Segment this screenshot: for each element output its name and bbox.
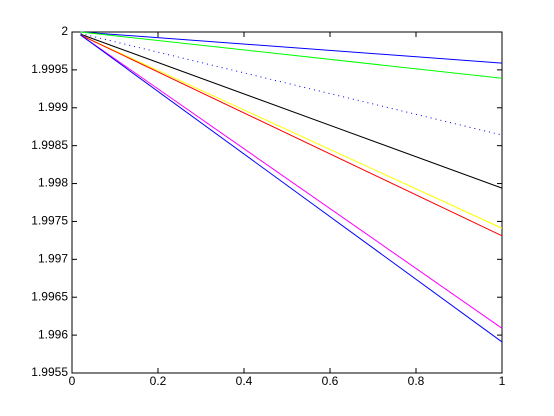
series-line — [80, 34, 503, 329]
x-tick-label: 0 — [69, 374, 76, 388]
x-tick-label: 0.2 — [150, 374, 167, 388]
series-line — [80, 34, 503, 343]
x-tick-label: 0.6 — [322, 374, 339, 388]
y-tick-label: 1.9955 — [31, 365, 68, 379]
y-tick-label: 2 — [61, 24, 68, 38]
plot-box — [71, 31, 503, 374]
y-tick-label: 1.9985 — [31, 138, 68, 152]
y-tick-label: 1.997 — [38, 252, 68, 266]
y-tick-label: 1.9975 — [31, 214, 68, 228]
y-tick-label: 1.999 — [38, 100, 68, 114]
series-line — [80, 34, 503, 229]
series-line — [80, 31, 503, 64]
x-tick-label: 0.8 — [408, 374, 425, 388]
x-tick-label: 1 — [499, 374, 506, 388]
y-tick-label: 1.996 — [38, 327, 68, 341]
x-tick-label: 0.4 — [236, 374, 253, 388]
y-tick-label: 1.9965 — [31, 289, 68, 303]
series-line — [80, 33, 503, 189]
y-tick-label: 1.9995 — [31, 62, 68, 76]
y-tick-label: 1.998 — [38, 176, 68, 190]
series-line — [80, 31, 503, 79]
series-line — [80, 34, 503, 237]
